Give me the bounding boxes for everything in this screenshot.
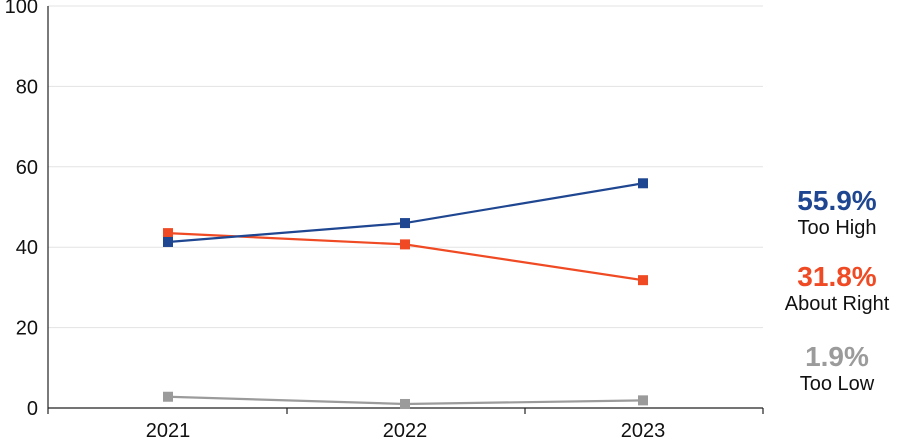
legend-about-right-label: About Right [784, 293, 890, 315]
point-too-low-2023 [638, 395, 648, 406]
x-tick-labels: 2021 2022 2023 [146, 420, 666, 441]
legend-about-right: 31.8% About Right [772, 262, 900, 316]
point-about-right-2022 [400, 239, 410, 250]
x-tick-label-2021: 2021 [146, 420, 191, 441]
y-tick-label-100: 100 [5, 0, 38, 18]
point-about-right-2023 [638, 275, 648, 286]
point-too-low-2022 [400, 398, 410, 409]
point-too-high-2022 [400, 218, 410, 229]
point-too-high-2021 [163, 236, 173, 247]
series-lines [163, 178, 648, 409]
grid-lines [48, 5, 763, 329]
legend-too-low: 1.9% Too Low [772, 342, 900, 396]
x-tick-label-2023: 2023 [621, 420, 666, 441]
legend-too-high: 55.9% Too High [772, 186, 900, 240]
legend-too-high-label: Too High [797, 217, 877, 239]
x-tick-label-2022: 2022 [383, 420, 428, 441]
y-tick-label-0: 0 [27, 398, 38, 420]
axes [47, 6, 764, 414]
y-tick-label-40: 40 [16, 237, 38, 259]
point-too-high-2023 [638, 178, 648, 189]
y-tick-labels: 0 20 40 60 80 100 [5, 0, 38, 420]
y-tick-label-60: 60 [16, 157, 38, 179]
y-tick-label-20: 20 [16, 318, 38, 340]
legend-about-right-value: 31.8% [797, 261, 877, 292]
point-too-low-2021 [163, 391, 173, 402]
legend-too-low-label: Too Low [799, 373, 875, 395]
legend-too-high-value: 55.9% [797, 185, 877, 216]
series-line-too-high [167, 182, 644, 244]
legend-too-low-value: 1.9% [805, 341, 869, 372]
point-about-right-2021 [163, 228, 173, 239]
y-tick-label-80: 80 [16, 76, 38, 98]
